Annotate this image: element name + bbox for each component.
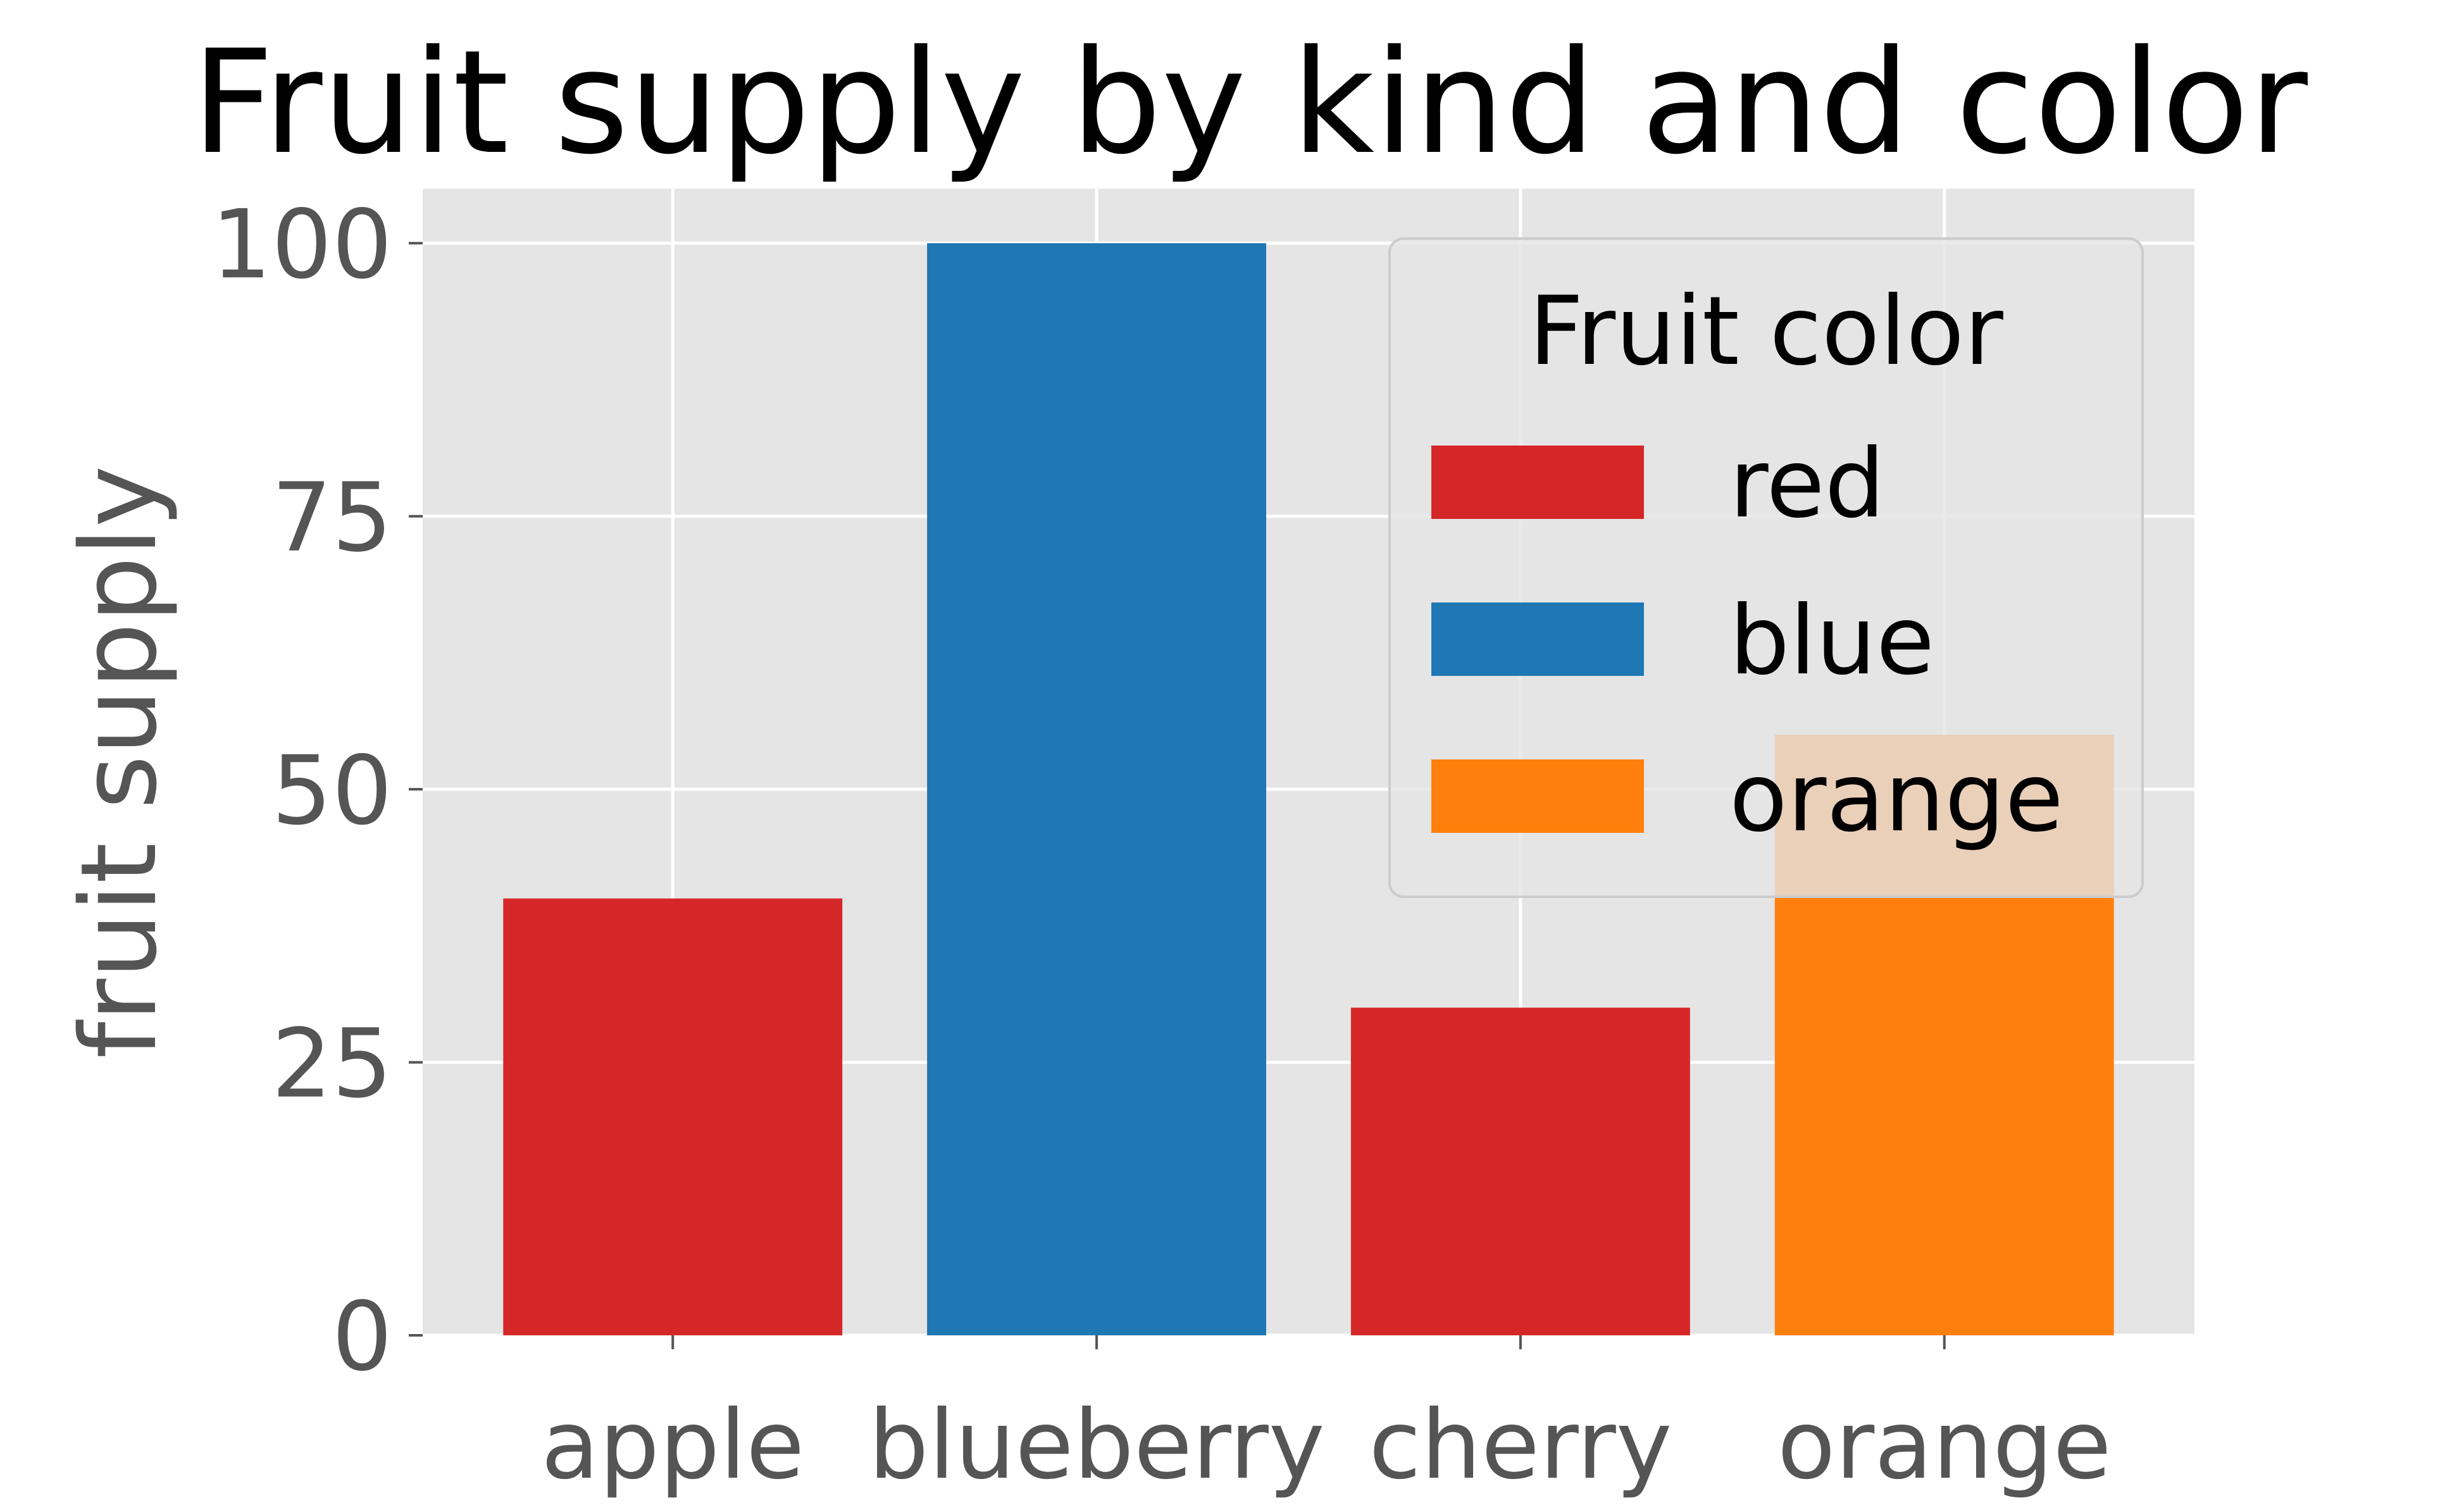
- x-tick-label-apple: apple: [541, 1390, 804, 1501]
- legend-swatch-red: [1431, 446, 1644, 519]
- chart-title: Fruit supply by kind and color: [192, 20, 2308, 186]
- y-axis: 0 25 50 75 100: [211, 190, 423, 1392]
- legend-label-red: red: [1729, 429, 1885, 539]
- bar-apple: [503, 898, 843, 1335]
- legend-swatch-orange: [1431, 759, 1644, 833]
- y-tick-label: 25: [271, 1009, 392, 1120]
- legend-swatch-blue: [1431, 602, 1644, 676]
- bar-blueberry: [927, 243, 1267, 1336]
- y-tick-label: 100: [211, 190, 392, 300]
- legend-label-blue: blue: [1729, 586, 1934, 696]
- y-tick-label: 75: [271, 463, 392, 573]
- legend-label-orange: orange: [1729, 743, 2063, 853]
- x-tick-label-blueberry: blueberry: [868, 1390, 1324, 1501]
- legend-entries: red blue orange: [1431, 429, 2063, 853]
- bar-cherry: [1350, 1008, 1690, 1335]
- y-axis-label: fruit supply: [58, 466, 180, 1059]
- y-tick-label: 50: [271, 736, 392, 846]
- y-tick-label: 0: [332, 1282, 392, 1392]
- legend: Fruit color red blue orange: [1388, 237, 2144, 898]
- legend-title: Fruit color: [1529, 277, 2003, 387]
- x-axis: apple blueberry cherry orange: [541, 1335, 2112, 1501]
- legend-box: [1388, 237, 2144, 898]
- x-tick-label-cherry: cherry: [1369, 1390, 1672, 1501]
- x-tick-label-orange: orange: [1777, 1390, 2112, 1501]
